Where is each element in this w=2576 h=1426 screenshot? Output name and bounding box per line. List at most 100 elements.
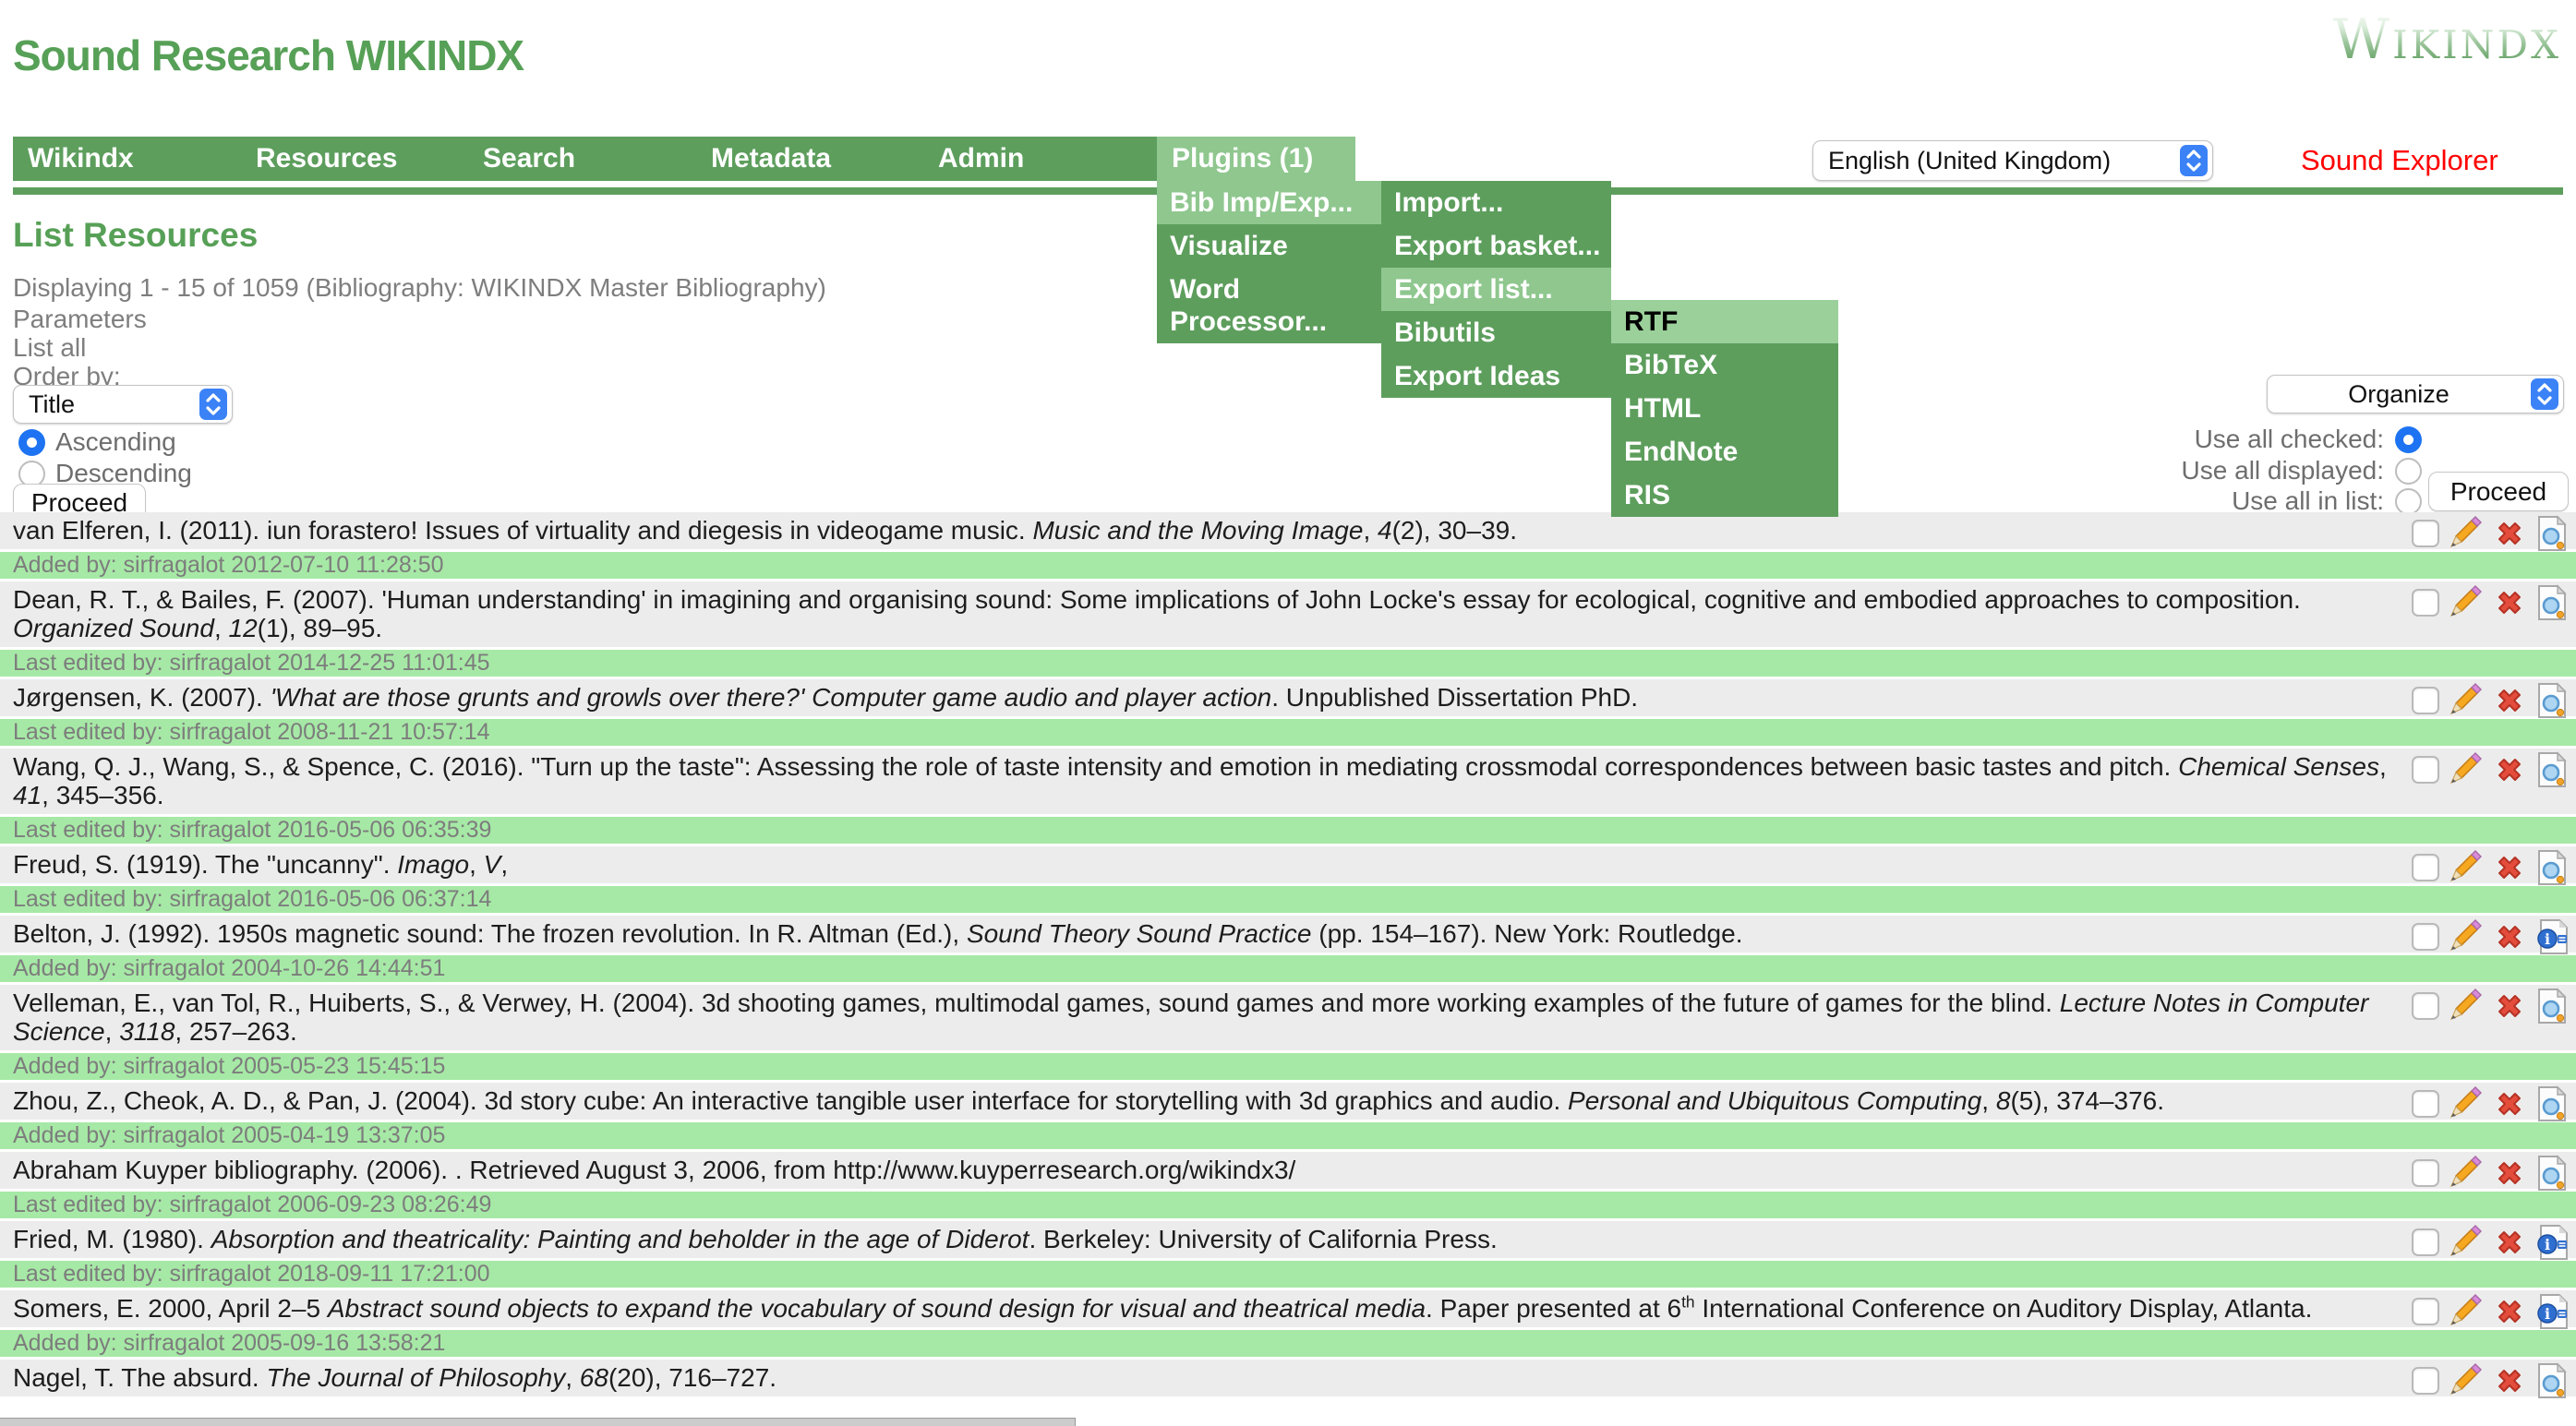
delete-x-icon[interactable] [2493, 1226, 2526, 1259]
row-checkbox[interactable] [2412, 756, 2439, 784]
row-actions [2412, 849, 2569, 886]
row-checkbox[interactable] [2412, 1228, 2439, 1256]
menu-item-rtf[interactable]: RTF [1611, 300, 1838, 343]
row-checkbox[interactable] [2412, 589, 2439, 617]
delete-x-icon[interactable] [2493, 851, 2526, 884]
use-all-checked-radio[interactable] [2395, 425, 2422, 453]
delete-x-icon[interactable] [2493, 989, 2526, 1023]
edit-pencil-icon[interactable] [2449, 989, 2484, 1024]
row-checkbox[interactable] [2412, 854, 2439, 881]
citation-text: Zhou, Z., Cheok, A. D., & Pan, J. (2004)… [13, 1086, 2165, 1115]
use-all-in-list-radio[interactable] [2395, 487, 2422, 515]
delete-x-icon[interactable] [2493, 684, 2526, 717]
row-checkbox[interactable] [2412, 992, 2439, 1020]
menu-item-bib-imp-exp[interactable]: Bib Imp/Exp... [1157, 181, 1381, 224]
edit-pencil-icon[interactable] [2449, 1156, 2484, 1191]
view-details-icon[interactable] [2535, 988, 2569, 1025]
order-by-select-value: Title [29, 389, 76, 418]
edit-pencil-icon[interactable] [2449, 683, 2484, 718]
delete-x-icon[interactable] [2493, 1364, 2526, 1397]
delete-x-icon[interactable] [2493, 753, 2526, 786]
edit-pencil-icon[interactable] [2449, 752, 2484, 787]
organize-select-value: Organize [2348, 379, 2450, 408]
row-actions [2412, 751, 2569, 788]
nav-item-plugins-1[interactable]: Plugins (1) [1157, 137, 1355, 181]
descending-radio[interactable] [18, 460, 45, 487]
row-checkbox[interactable] [2412, 923, 2439, 951]
delete-x-icon[interactable] [2493, 920, 2526, 953]
row-checkbox[interactable] [2412, 1367, 2439, 1395]
menu-item-html[interactable]: HTML [1624, 393, 1702, 424]
view-details-icon[interactable] [2535, 1155, 2569, 1192]
resource-citation: Abraham Kuyper bibliography. (2006). . R… [0, 1152, 2576, 1192]
view-info-icon[interactable]: i [2535, 1293, 2569, 1330]
svg-text:i: i [2545, 1305, 2550, 1323]
delete-x-icon[interactable] [2493, 1295, 2526, 1328]
row-checkbox[interactable] [2412, 1159, 2439, 1187]
menu-item-visualize[interactable]: Visualize [1170, 231, 1288, 261]
citation-text: Jørgensen, K. (2007). 'What are those gr… [13, 683, 1639, 712]
edit-pencil-icon[interactable] [2449, 516, 2484, 551]
view-details-icon[interactable] [2535, 682, 2569, 719]
view-details-icon[interactable] [2535, 584, 2569, 621]
organize-select[interactable]: Organize [2267, 375, 2564, 413]
delete-x-icon[interactable] [2493, 1087, 2526, 1120]
delete-x-icon[interactable] [2493, 517, 2526, 550]
nav-item-search[interactable]: Search [483, 143, 576, 174]
edit-pencil-icon[interactable] [2449, 1294, 2484, 1329]
row-checkbox[interactable] [2412, 1298, 2439, 1325]
nav-item-metadata[interactable]: Metadata [711, 143, 832, 174]
row-checkbox[interactable] [2412, 520, 2439, 547]
menu-item-ris[interactable]: RIS [1624, 480, 1671, 510]
menu-item-word-processor[interactable]: Word Processor... [1170, 274, 1328, 337]
nav-item-resources[interactable]: Resources [256, 143, 398, 174]
resource-citation: Freud, S. (1919). The "uncanny". Imago, … [0, 846, 2576, 886]
row-checkbox[interactable] [2412, 687, 2439, 714]
row-checkbox[interactable] [2412, 1090, 2439, 1118]
citation-text: Somers, E. 2000, April 2–5 Abstract soun… [13, 1292, 2313, 1323]
view-details-icon[interactable] [2535, 1362, 2569, 1399]
view-info-icon[interactable]: i [2535, 918, 2569, 955]
edit-pencil-icon[interactable] [2449, 1225, 2484, 1260]
use-all-displayed-label: Use all displayed: [2181, 456, 2384, 485]
menu-item-export-ideas[interactable]: Export Ideas [1394, 361, 1561, 391]
nav-item-wikindx[interactable]: Wikindx [28, 143, 134, 174]
resource-citation: Wang, Q. J., Wang, S., & Spence, C. (201… [0, 749, 2576, 814]
edit-pencil-icon[interactable] [2449, 850, 2484, 885]
resource-meta: Last edited by: sirfragalot 2018-09-11 1… [0, 1261, 2576, 1288]
citation-text: Freud, S. (1919). The "uncanny". Imago, … [13, 850, 509, 879]
resource-meta: Last edited by: sirfragalot 2014-12-25 1… [0, 650, 2576, 677]
nav-item-admin[interactable]: Admin [938, 143, 1025, 174]
menu-item-import[interactable]: Import... [1394, 187, 1504, 218]
menu-item-bibutils[interactable]: Bibutils [1394, 318, 1496, 348]
language-select-value: English (United Kingdom) [1828, 146, 2112, 174]
view-details-icon[interactable] [2535, 515, 2569, 552]
menu-item-export-list[interactable]: Export list... [1381, 268, 1611, 311]
view-info-icon[interactable]: i [2535, 1224, 2569, 1261]
row-actions [2412, 682, 2569, 719]
menu-item-bibtex[interactable]: BibTeX [1624, 350, 1718, 380]
ascending-radio[interactable] [18, 428, 45, 456]
edit-pencil-icon[interactable] [2449, 919, 2484, 954]
delete-x-icon[interactable] [2493, 586, 2526, 619]
select-stepper-icon [2531, 378, 2558, 410]
menu-item-export-basket[interactable]: Export basket... [1394, 231, 1601, 261]
row-actions [2412, 1362, 2569, 1399]
use-all-displayed-radio[interactable] [2395, 457, 2422, 485]
edit-pencil-icon[interactable] [2449, 1086, 2484, 1121]
view-details-icon[interactable] [2535, 849, 2569, 886]
language-select[interactable]: English (United Kingdom) [1812, 140, 2213, 181]
menu-item-endnote[interactable]: EndNote [1624, 437, 1739, 467]
resource-meta: Added by: sirfragalot 2005-04-19 13:37:0… [0, 1122, 2576, 1149]
view-details-icon[interactable] [2535, 1085, 2569, 1122]
navbar: Wikindx Resources Search Metadata Admin Plugi… [13, 137, 1355, 181]
edit-pencil-icon[interactable] [2449, 585, 2484, 620]
displaying-count: Displaying 1 - 15 of 1059 (Bibliography:… [13, 273, 826, 302]
view-details-icon[interactable] [2535, 751, 2569, 788]
row-actions: i [2412, 1293, 2569, 1330]
edit-pencil-icon[interactable] [2449, 1363, 2484, 1398]
order-by-select[interactable]: Title [13, 385, 233, 424]
delete-x-icon[interactable] [2493, 1156, 2526, 1190]
resource-meta: Added by: sirfragalot 2004-10-26 14:44:5… [0, 955, 2576, 982]
proceed-button-right[interactable]: Proceed [2428, 472, 2569, 511]
